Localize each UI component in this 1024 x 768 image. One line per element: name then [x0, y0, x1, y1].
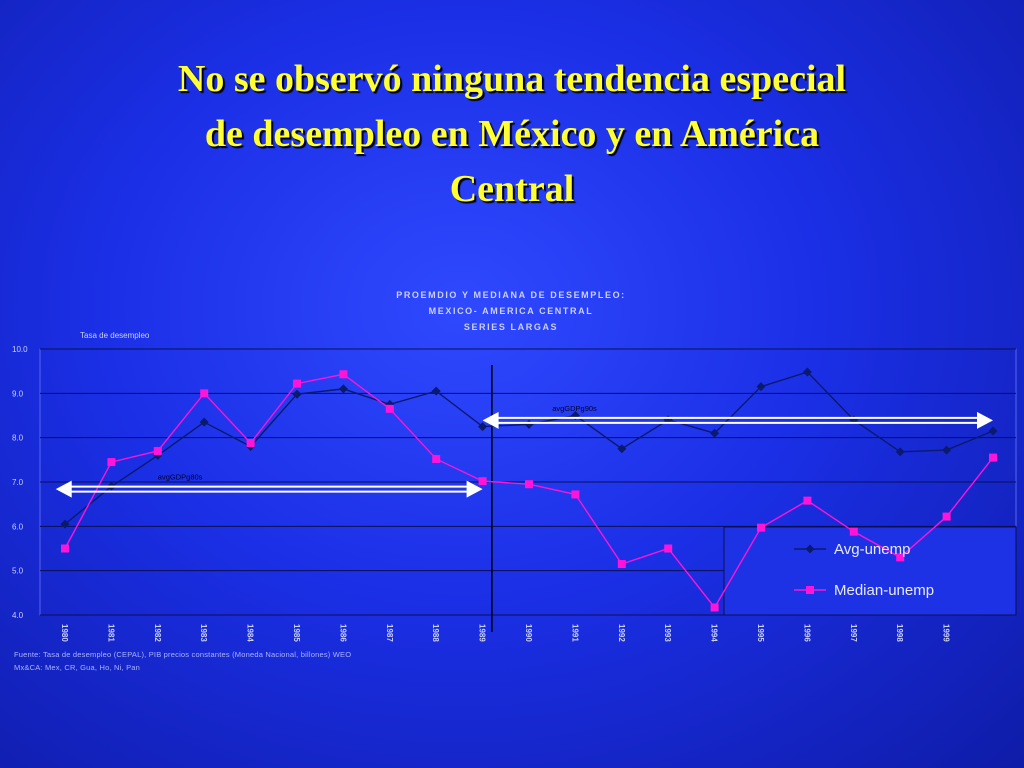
point-avg-unemp-18	[895, 447, 905, 457]
x-tick-label-1994: 1994	[710, 624, 719, 642]
point-median-unemp-19	[942, 512, 951, 521]
y-tick-label-9.0: 9.0	[12, 389, 24, 398]
x-tick-label-1995: 1995	[756, 624, 765, 642]
point-median-unemp-20	[989, 453, 997, 462]
annotation-avggdpg90s-arrowhead-left	[482, 411, 499, 429]
y-tick-label-4.0: 4.0	[12, 611, 24, 620]
y-tick-label-6.0: 6.0	[12, 522, 24, 531]
point-avg-unemp-14	[710, 428, 720, 438]
x-tick-label-1986: 1986	[338, 624, 347, 642]
legend-label-avg-unemp: Avg-unemp	[834, 541, 910, 558]
x-tick-label-1984: 1984	[246, 624, 255, 642]
x-tick-label-1999: 1999	[942, 624, 951, 642]
point-median-unemp-1	[107, 458, 116, 467]
point-avg-unemp-19	[942, 445, 952, 455]
point-median-unemp-9	[478, 477, 487, 486]
title-line-2: de desempleo en México y en América	[204, 113, 820, 155]
x-tick-label-1985: 1985	[292, 624, 301, 642]
x-tick-label-1980: 1980	[60, 624, 69, 642]
point-median-unemp-15	[757, 523, 765, 532]
y-tick-label-5.0: 5.0	[12, 567, 24, 576]
legend-label-median-unemp: Median-unemp	[834, 582, 934, 599]
x-tick-label-1993: 1993	[663, 624, 672, 642]
annotation-avggdpg90s-arrowhead-right	[977, 411, 993, 429]
point-median-unemp-2	[153, 446, 162, 455]
point-avg-unemp-15	[756, 382, 766, 392]
point-avg-unemp-8	[431, 386, 441, 396]
point-avg-unemp-10	[524, 419, 534, 429]
point-median-unemp-5	[293, 379, 301, 388]
point-median-unemp-18	[896, 553, 905, 562]
chart-title-line-1: PROEMDIO Y MEDIANA DE DESEMPLEO:	[396, 290, 626, 300]
point-median-unemp-7	[385, 404, 394, 413]
point-median-unemp-16	[803, 496, 812, 505]
point-avg-unemp-9	[478, 422, 488, 432]
title-line-3: Central	[449, 168, 575, 210]
point-avg-unemp-20	[988, 426, 998, 436]
x-tick-label-1982: 1982	[153, 624, 162, 642]
point-median-unemp-13	[664, 544, 673, 553]
y-tick-label-7.0: 7.0	[12, 478, 24, 487]
point-median-unemp-8	[432, 454, 441, 463]
x-tick-label-1992: 1992	[617, 624, 626, 642]
chart-title-line-3: SERIES LARGAS	[464, 322, 558, 332]
point-median-unemp-17	[849, 527, 858, 536]
x-tick-label-1998: 1998	[895, 624, 904, 642]
point-median-unemp-14	[710, 603, 719, 612]
point-median-unemp-4	[246, 438, 255, 447]
point-median-unemp-3	[200, 389, 209, 398]
y-axis-label: Tasa de desempleo	[80, 331, 150, 340]
x-tick-label-1990: 1990	[524, 624, 533, 642]
x-tick-label-1987: 1987	[385, 624, 394, 642]
annotation-avggdpg80s-arrowhead-right	[466, 480, 483, 498]
source-note: Fuente: Tasa de desempleo (CEPAL), PIB p…	[14, 650, 352, 659]
annotation-avggdpg90s-label: avgGDPg90s	[552, 404, 597, 413]
legend-box	[723, 526, 1017, 616]
point-avg-unemp-5	[292, 389, 302, 399]
x-tick-label-1988: 1988	[431, 624, 440, 642]
x-tick-label-1983: 1983	[199, 624, 208, 642]
chart-title-line-2: MEXICO- AMERICA CENTRAL	[429, 306, 594, 316]
point-median-unemp-11	[571, 490, 580, 499]
annotation-avggdpg80s-label: avgGDPg80s	[158, 473, 203, 482]
legend-marker-median-unemp	[806, 586, 814, 594]
title-line-1: No se observó ninguna tendencia especial	[177, 58, 847, 100]
legend-marker-avg-unemp	[805, 544, 815, 554]
annotation-avggdpg80s-arrowhead-left	[55, 480, 72, 498]
x-tick-label-1997: 1997	[849, 624, 858, 642]
point-avg-unemp-6	[338, 384, 348, 394]
x-tick-label-1989: 1989	[478, 624, 487, 642]
x-tick-label-1981: 1981	[106, 624, 115, 642]
x-tick-label-1991: 1991	[570, 624, 579, 642]
point-avg-unemp-0	[60, 519, 70, 529]
slide-title: No se observó ninguna tendencia especial…	[40, 52, 984, 217]
y-tick-label-8.0: 8.0	[12, 434, 24, 443]
point-median-unemp-10	[525, 480, 533, 489]
x-tick-label-1996: 1996	[802, 624, 811, 642]
countries-note: Mx&CA: Mex, CR, Gua, Ho, Ni, Pan	[14, 663, 141, 672]
point-avg-unemp-16	[802, 367, 812, 377]
point-median-unemp-12	[617, 560, 626, 569]
point-median-unemp-0	[61, 544, 69, 553]
point-avg-unemp-12	[617, 444, 627, 454]
y-tick-label-10.0: 10.0	[12, 345, 28, 354]
point-avg-unemp-3	[199, 417, 209, 427]
point-median-unemp-6	[339, 370, 348, 379]
